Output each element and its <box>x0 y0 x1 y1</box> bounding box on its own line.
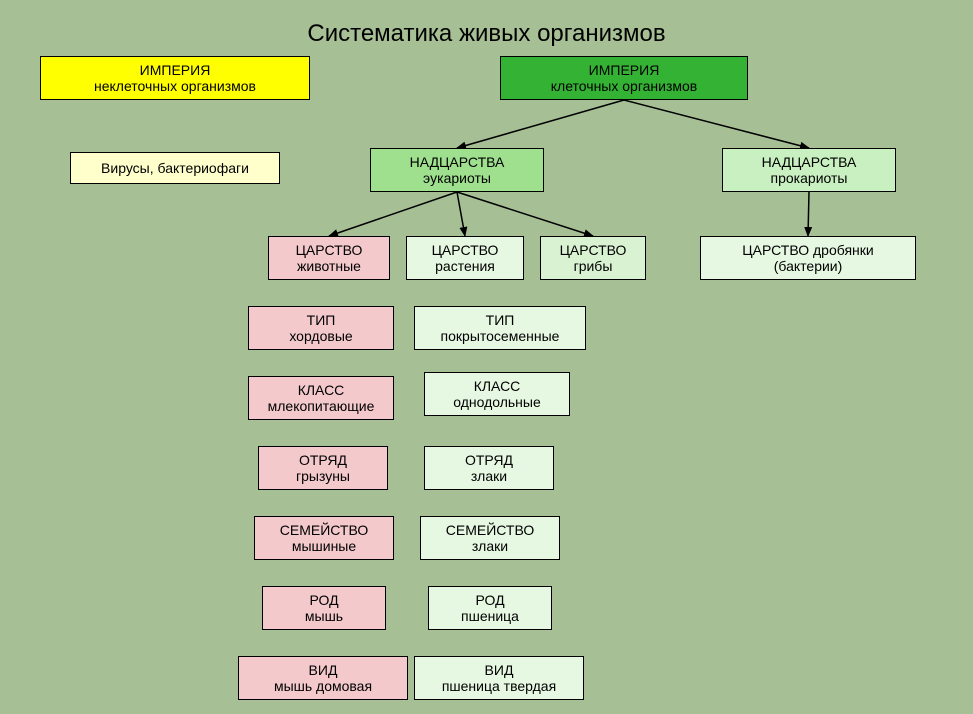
node-king_fungi: ЦАРСТВОгрибы <box>540 236 646 280</box>
node-label-line1: НАДЦАРСТВА <box>410 154 505 170</box>
node-label-line2: однодольные <box>453 394 541 410</box>
node-label-line1: ЦАРСТВО <box>296 242 363 258</box>
node-label-line1: ТИП <box>307 312 336 328</box>
edge-super_euk-king_anim <box>329 192 457 236</box>
node-label-line2: пшеница твердая <box>442 678 556 694</box>
node-label-line2: хордовые <box>289 328 352 344</box>
node-label-line2: неклеточных организмов <box>94 78 256 94</box>
node-label-line2: пшеница <box>461 608 519 624</box>
node-label-line1: ВИД <box>309 662 338 678</box>
edge-super_euk-king_fungi <box>457 192 593 236</box>
edge-super_euk-king_plant <box>457 192 465 236</box>
node-order_grain: ОТРЯДзлаки <box>424 446 554 490</box>
node-emp_noncell: ИМПЕРИЯнеклеточных организмов <box>40 56 310 100</box>
node-viruses: Вирусы, бактериофаги <box>70 152 280 184</box>
edge-emp_cell-super_prok <box>624 100 809 148</box>
node-species_wheat: ВИДпшеница твердая <box>414 656 584 700</box>
node-label-line2: млекопитающие <box>268 398 375 414</box>
node-label-line1: ОТРЯД <box>299 452 347 468</box>
edge-emp_cell-super_euk <box>457 100 624 148</box>
node-genus_wheat: РОДпшеница <box>428 586 552 630</box>
node-genus_mouse: РОДмышь <box>262 586 386 630</box>
node-label-line1: КЛАСС <box>474 378 521 394</box>
node-label-line2: эукариоты <box>423 170 491 186</box>
node-label-line1: СЕМЕЙСТВО <box>446 522 534 538</box>
node-label-line2: покрытосеменные <box>441 328 560 344</box>
node-label-line2: клеточных организмов <box>551 78 697 94</box>
node-species_mouse: ВИДмышь домовая <box>238 656 408 700</box>
node-class_mono: КЛАССоднодольные <box>424 372 570 416</box>
node-label-line2: (бактерии) <box>774 258 843 274</box>
node-label-line2: мышь домовая <box>274 678 372 694</box>
node-super_euk: НАДЦАРСТВАэукариоты <box>370 148 544 192</box>
node-label-line2: грибы <box>574 258 613 274</box>
node-fam_grain: СЕМЕЙСТВОзлаки <box>420 516 560 560</box>
node-super_prok: НАДЦАРСТВАпрокариоты <box>722 148 896 192</box>
node-emp_cell: ИМПЕРИЯклеточных организмов <box>500 56 748 100</box>
node-label-line2: мышиные <box>292 538 356 554</box>
node-label-line1: ЦАРСТВО <box>560 242 627 258</box>
node-label-line2: мышь <box>305 608 343 624</box>
node-label-line1: ВИД <box>485 662 514 678</box>
node-order_rod: ОТРЯДгрызуны <box>258 446 388 490</box>
node-type_chord: ТИПхордовые <box>248 306 394 350</box>
node-label-line1: ЦАРСТВО <box>432 242 499 258</box>
node-label-line2: злаки <box>471 468 507 484</box>
node-label-line1: ОТРЯД <box>465 452 513 468</box>
node-label-line2: злаки <box>472 538 508 554</box>
node-king_plant: ЦАРСТВОрастения <box>406 236 524 280</box>
page-title: Систематика живых организмов <box>0 20 973 48</box>
node-label-line1: РОД <box>309 592 338 608</box>
node-label-line1: СЕМЕЙСТВО <box>280 522 368 538</box>
node-label-line2: грызуны <box>296 468 350 484</box>
node-label-line2: растения <box>435 258 495 274</box>
node-label-line2: животные <box>297 258 361 274</box>
node-fam_mouse: СЕМЕЙСТВОмышиные <box>254 516 394 560</box>
node-king_anim: ЦАРСТВОживотные <box>268 236 390 280</box>
node-label-line1: ТИП <box>486 312 515 328</box>
diagram-stage: Систематика живых организмов ИМПЕРИЯнекл… <box>0 0 973 714</box>
node-label-line1: ИМПЕРИЯ <box>140 62 211 78</box>
node-king_droby: ЦАРСТВО дробянки(бактерии) <box>700 236 916 280</box>
node-label-line1: КЛАСС <box>298 382 345 398</box>
node-type_angio: ТИПпокрытосеменные <box>414 306 586 350</box>
node-label-line1: Вирусы, бактериофаги <box>101 160 249 176</box>
node-label-line1: ЦАРСТВО дробянки <box>742 242 873 258</box>
node-class_mamm: КЛАССмлекопитающие <box>248 376 394 420</box>
node-label-line1: РОД <box>475 592 504 608</box>
edge-super_prok-king_droby <box>808 192 809 236</box>
node-label-line1: НАДЦАРСТВА <box>762 154 857 170</box>
node-label-line2: прокариоты <box>771 170 848 186</box>
node-label-line1: ИМПЕРИЯ <box>589 62 660 78</box>
